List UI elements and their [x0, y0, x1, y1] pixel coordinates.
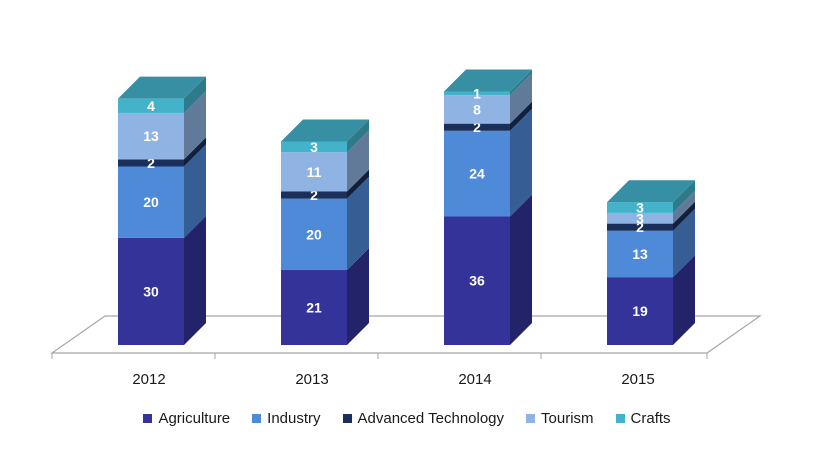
data-label: 8: [473, 101, 481, 117]
bar-segment-agriculture: [444, 216, 510, 345]
data-label: 2: [147, 155, 155, 171]
chart-legend: Agriculture Industry Advanced Technology To…: [0, 410, 814, 427]
x-tick-label: 2015: [621, 371, 654, 388]
bar-side-tourism: [673, 190, 695, 224]
bar-side-crafts: [673, 180, 695, 213]
bar-side-agriculture: [184, 215, 206, 345]
bar-segment-industry: [607, 230, 673, 278]
bar-segment-advanced-technology: [281, 191, 347, 199]
bar-segment-crafts: [281, 141, 347, 153]
bar-side-agriculture: [510, 194, 532, 345]
bar-segment-crafts: [444, 91, 510, 96]
legend-swatch: [252, 414, 262, 423]
legend-item: Industry: [252, 410, 321, 427]
bar-segment-tourism: [118, 112, 184, 160]
data-label: 4: [147, 98, 155, 114]
bar-side-advanced-technology: [673, 201, 695, 231]
bar-segment-agriculture: [281, 270, 347, 345]
bar-segment-advanced-technology: [607, 223, 673, 231]
data-label: 21: [306, 300, 322, 316]
bar-segment-advanced-technology: [118, 159, 184, 167]
chart-floor: [50, 315, 762, 359]
bar-side-tourism: [184, 90, 206, 160]
x-tick-label: 2014: [458, 371, 491, 388]
data-label: 3: [636, 210, 644, 226]
bar-side-crafts: [347, 119, 369, 153]
bar-segment-advanced-technology: [444, 123, 510, 131]
legend-swatch: [615, 414, 625, 423]
legend-swatch: [526, 414, 536, 423]
bar-segment-tourism: [607, 212, 673, 224]
bar-segment-agriculture: [118, 237, 184, 345]
bar-side-industry: [347, 176, 369, 271]
bar-segment-agriculture: [607, 277, 673, 345]
legend-item: Advanced Technology: [342, 410, 505, 427]
x-axis-ticks: 2012 2013 2014 2015: [132, 371, 654, 388]
data-label: 30: [143, 283, 159, 299]
data-label: 2: [473, 119, 481, 135]
bar-top-2013: [281, 119, 369, 142]
bar-segment-tourism: [444, 95, 510, 124]
bar-side-tourism: [510, 73, 532, 124]
bar-side-industry: [510, 108, 532, 217]
data-label: 11: [307, 164, 322, 180]
bar-stack-2012: 30 20 2 13 4: [118, 76, 206, 345]
bar-segment-industry: [118, 166, 184, 238]
data-label: 36: [469, 273, 485, 289]
legend-label: Crafts: [630, 410, 671, 427]
bar-side-crafts: [184, 76, 206, 113]
legend-swatch: [342, 414, 352, 423]
bar-side-tourism: [347, 130, 369, 192]
x-tick-label: 2013: [295, 371, 328, 388]
data-label: 20: [306, 226, 322, 242]
data-label: 2: [636, 219, 644, 235]
x-tick-label: 2012: [132, 371, 165, 388]
data-label: 24: [469, 166, 485, 182]
legend-item: Crafts: [615, 410, 671, 427]
bar-side-agriculture: [347, 248, 369, 345]
bar-segment-crafts: [118, 98, 184, 113]
bar-side-advanced-technology: [184, 137, 206, 167]
legend-swatch: [143, 414, 153, 423]
bar-segment-crafts: [607, 202, 673, 213]
floor-plane: [50, 315, 762, 354]
legend-label: Agriculture: [158, 410, 231, 427]
bar-top-2014: [444, 69, 532, 92]
data-label: 13: [632, 246, 648, 262]
bar-top-2015: [607, 180, 695, 203]
bar-stack-2014: 36 24 2 81: [444, 69, 532, 345]
bar-segment-industry: [281, 198, 347, 271]
bar-top-2012: [118, 76, 206, 99]
data-label: 13: [143, 128, 159, 144]
data-label: 1: [473, 85, 481, 101]
bar-segment-tourism: [281, 152, 347, 192]
bar-side-industry: [673, 208, 695, 278]
bar-side-advanced-technology: [347, 169, 369, 199]
bar-stack-2013: 21 20 2 11 3: [281, 119, 369, 345]
bar-side-crafts: [510, 69, 532, 96]
bar-side-industry: [184, 144, 206, 238]
data-label: 3: [310, 139, 318, 155]
legend-item: Tourism: [526, 410, 594, 427]
legend-label: Tourism: [541, 410, 594, 427]
data-label: 2: [310, 187, 318, 203]
data-label: 19: [632, 303, 648, 319]
data-label: 20: [143, 194, 159, 210]
data-label: 3: [636, 200, 644, 216]
bar-segment-industry: [444, 130, 510, 217]
bar-side-agriculture: [673, 255, 695, 345]
legend-item: Agriculture: [143, 410, 230, 427]
legend-label: Industry: [267, 410, 321, 427]
bar-side-advanced-technology: [510, 101, 532, 131]
legend-label: Advanced Technology: [357, 410, 505, 427]
